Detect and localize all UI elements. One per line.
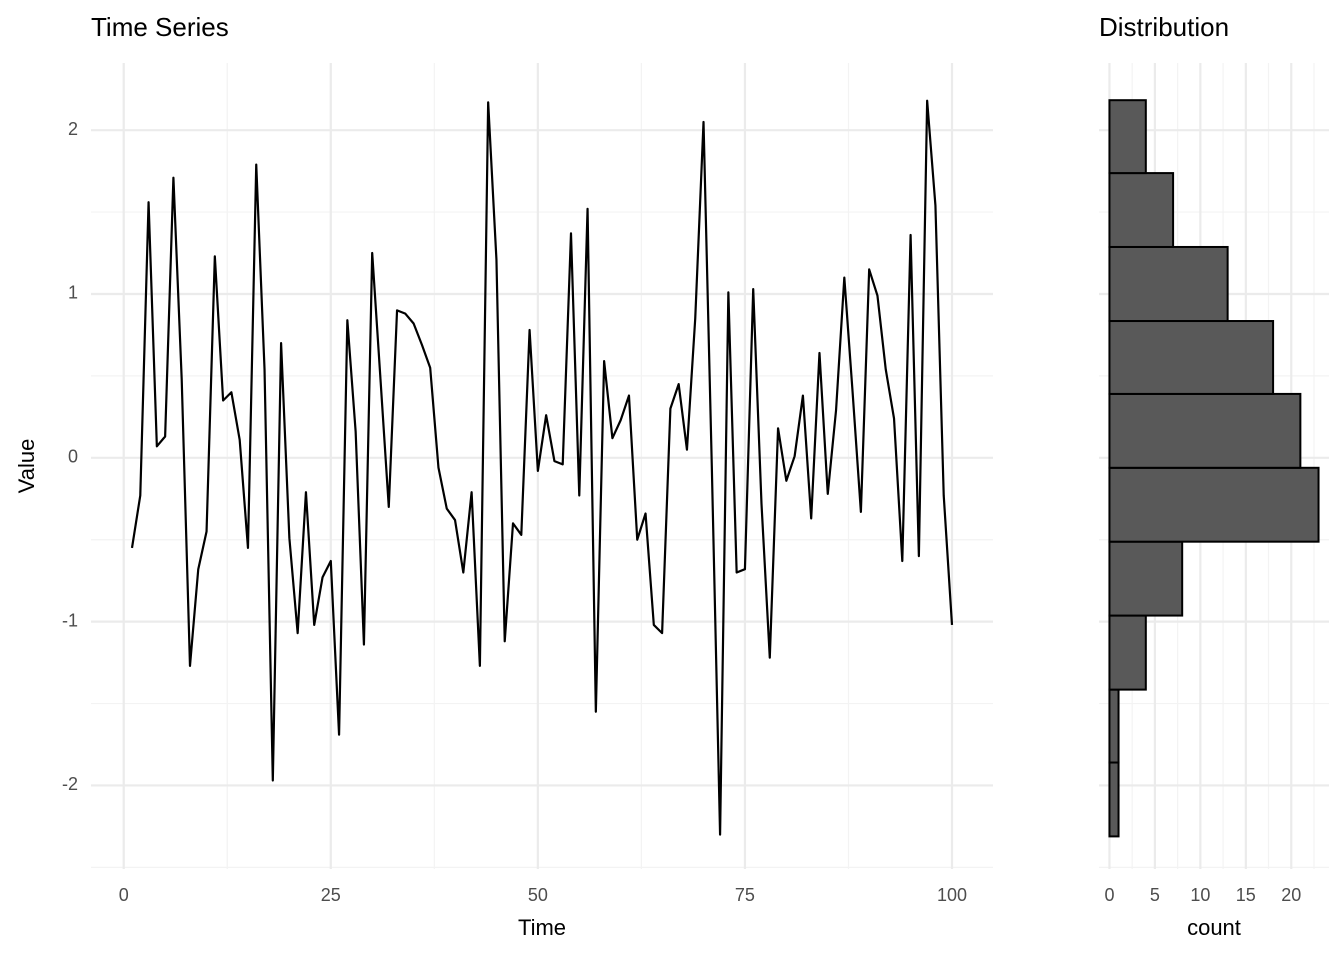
histogram-bar — [1108, 320, 1275, 395]
x-tick-label: 20 — [1281, 885, 1301, 905]
x-tick-label: 10 — [1190, 885, 1210, 905]
histogram-bar — [1108, 761, 1120, 838]
histogram-bar — [1108, 540, 1184, 617]
chart-title: Time Series — [91, 12, 229, 42]
x-axis-title: count — [1187, 915, 1241, 940]
histogram-bar — [1108, 466, 1320, 543]
x-tick-label: 75 — [735, 885, 755, 905]
x-tick-label: 50 — [528, 885, 548, 905]
histogram-bar — [1108, 614, 1147, 691]
histogram-bar — [1108, 99, 1147, 175]
y-tick-label: 1 — [68, 283, 78, 303]
histogram-bar — [1108, 392, 1302, 469]
y-tick-label: -2 — [62, 774, 78, 794]
x-tick-label: 0 — [1104, 885, 1114, 905]
x-tick-label: 5 — [1150, 885, 1160, 905]
x-axis-title: Time — [518, 915, 566, 940]
y-tick-label: 0 — [68, 447, 78, 467]
x-tick-label: 0 — [119, 885, 129, 905]
line — [130, 99, 954, 836]
x-tick-label: 15 — [1236, 885, 1256, 905]
y-tick-label: 2 — [68, 119, 78, 139]
chart-title: Distribution — [1099, 12, 1229, 42]
y-tick-label: -1 — [62, 610, 78, 630]
histogram-bar — [1108, 688, 1120, 764]
y-axis-title: Value — [14, 439, 39, 494]
x-tick-label: 25 — [321, 885, 341, 905]
histogram-bar — [1108, 172, 1175, 248]
x-tick-label: 100 — [937, 885, 967, 905]
histogram-bar — [1108, 245, 1229, 323]
